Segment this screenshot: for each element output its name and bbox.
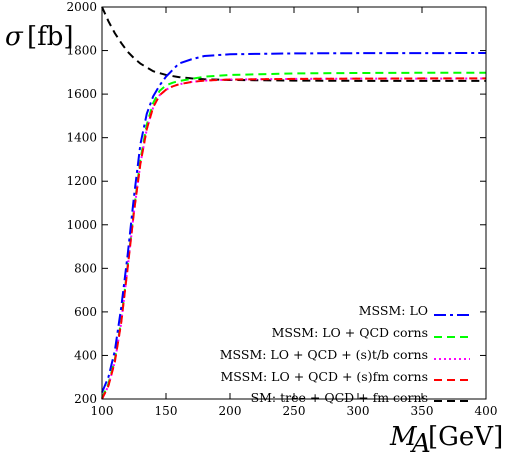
legend-label: SM: tree + QCD + fm corns [251,390,428,405]
x-tick-label: 400 [475,404,498,418]
y-tick-label: 1200 [66,174,97,188]
x-tick-label: 100 [91,404,114,418]
x-axis-symbol: M [389,422,418,452]
legend-label: MSSM: LO + QCD corns [272,325,428,340]
legend-label: MSSM: LO + QCD + (s)fm corns [220,369,428,384]
legend-label: MSSM: LO [359,303,428,318]
y-tick-label: 200 [74,392,97,406]
plot-frame [101,6,487,400]
x-tick-label: 350 [411,404,434,418]
y-tick-label: 1000 [66,218,97,232]
x-axis-subscript: A [410,429,431,454]
series-lines [101,6,487,400]
legend: MSSM: LO MSSM: LO + QCD corns MSSM: LO + Q… [220,303,470,405]
series-line-2 [101,71,486,399]
y-axis-symbol: σ [5,22,24,52]
series-line-4 [101,77,486,400]
series-line-1 [101,51,487,393]
x-tick-label: 150 [155,404,178,418]
y-tick-label: 2000 [66,0,97,14]
x-tick-label: 300 [347,404,370,418]
y-tick-label: 600 [74,305,97,319]
y-tick-label: 1600 [66,87,97,101]
series-line-5 [101,6,486,82]
axis-ticks: 100 150 200 250 300 350 400 200 400 600 800 1000 120… [66,0,497,418]
y-tick-label: 1800 [66,44,97,58]
y-axis-label: σ [fb] [5,22,74,52]
x-axis-unit: [GeV] [428,422,503,452]
y-tick-label: 1400 [66,131,97,145]
x-axis-label: M A [GeV] [389,422,503,454]
x-tick-label: 250 [283,404,306,418]
y-tick-label: 400 [74,348,97,362]
x-tick-label: 200 [219,404,242,418]
y-axis-unit: [fb] [27,22,74,52]
y-tick-label: 800 [74,261,97,275]
legend-label: MSSM: LO + QCD + (s)t/b corns [220,347,428,362]
